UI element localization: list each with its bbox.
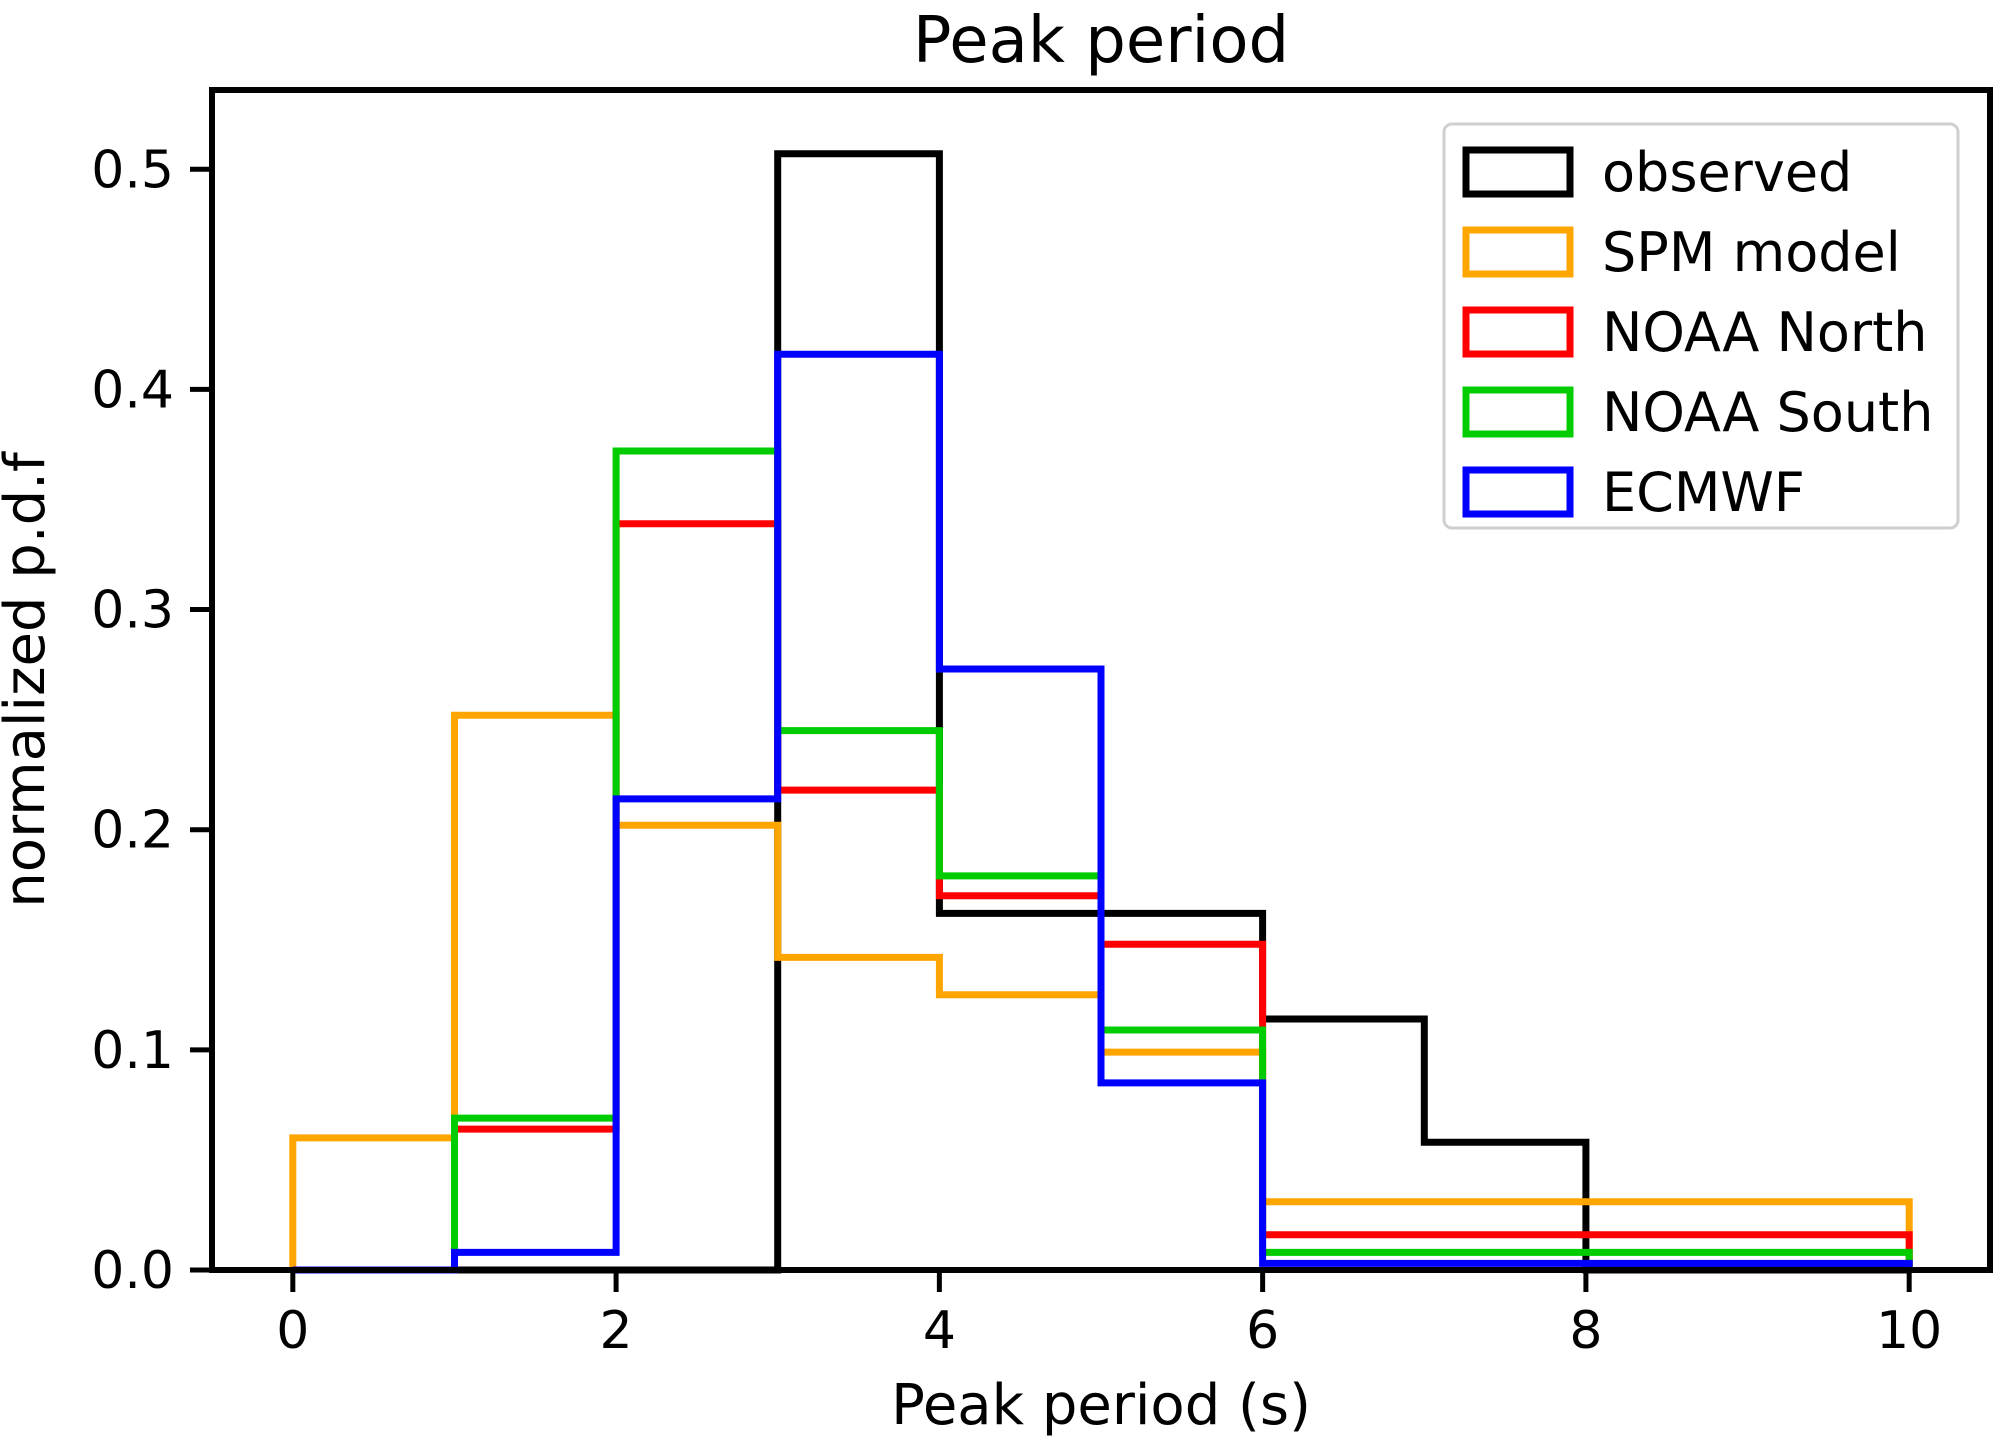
series-ecmwf <box>292 350 1913 1274</box>
plot-frame <box>209 87 1993 1273</box>
legend-label-noaa-south: NOAA South <box>1602 381 1933 444</box>
chart-title: Peak period <box>913 4 1289 78</box>
legend-swatch-noaa-south <box>1462 386 1574 438</box>
y-tick-label: 0.1 <box>91 1021 174 1081</box>
legend-label-spm-model: SPM model <box>1602 221 1901 284</box>
legend-swatch-ecmwf <box>1462 466 1574 518</box>
x-tick-label: 6 <box>1246 1301 1279 1361</box>
legend-swatch-observed <box>1462 146 1574 198</box>
x-tick-label: 2 <box>600 1301 633 1361</box>
x-tick-label: 8 <box>1569 1301 1602 1361</box>
y-axis-ticks: 0.0 0.1 0.2 0.3 0.4 0.5 <box>91 140 212 1301</box>
legend-label-noaa-north: NOAA North <box>1602 301 1928 364</box>
legend: observed SPM model NOAA North NOAA South ECM… <box>1442 122 1960 530</box>
y-tick-label: 0.4 <box>91 360 174 420</box>
legend-label-ecmwf: ECMWF <box>1602 461 1805 524</box>
x-tick-label: 0 <box>276 1301 309 1361</box>
x-axis-label: Peak period (s) <box>891 1373 1311 1438</box>
x-tick-label: 10 <box>1876 1301 1942 1361</box>
y-tick-label: 0.3 <box>91 581 174 641</box>
y-tick-label: 0.5 <box>91 140 174 200</box>
legend-label-observed: observed <box>1602 141 1852 204</box>
y-axis-label: normalized p.d.f <box>0 451 58 908</box>
y-tick-label: 0.2 <box>91 801 174 861</box>
x-axis-ticks: 0 2 4 6 8 10 <box>276 1270 1942 1361</box>
y-tick-label: 0.0 <box>91 1241 174 1301</box>
x-tick-label: 4 <box>923 1301 956 1361</box>
legend-entries: observed SPM model NOAA North NOAA South ECM… <box>1462 141 1933 524</box>
legend-swatch-noaa-north <box>1462 306 1574 358</box>
legend-swatch-spm-model <box>1462 226 1574 278</box>
